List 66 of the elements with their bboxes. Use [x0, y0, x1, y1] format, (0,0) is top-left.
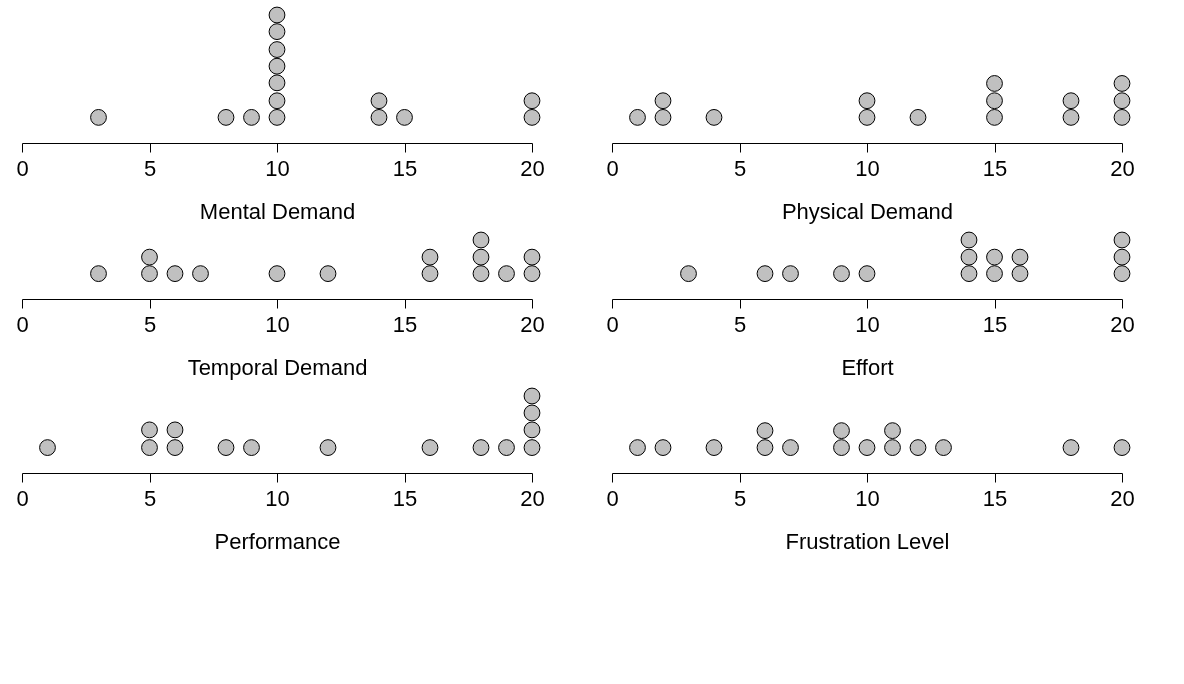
x-axis-title: Performance: [214, 528, 341, 554]
point: [523, 92, 541, 110]
point: [523, 109, 541, 126]
point: [166, 439, 184, 456]
x-tick-label: 5: [733, 311, 747, 337]
point: [523, 421, 541, 439]
point: [498, 439, 515, 456]
x-axis-title: Frustration Level: [785, 528, 950, 554]
point: [141, 439, 158, 456]
point: [370, 109, 388, 126]
x-tick-label: 15: [392, 311, 418, 337]
x-tick-label: 0: [606, 311, 619, 337]
x-tick-label: 20: [1110, 485, 1135, 511]
x-tick-label: 5: [733, 155, 747, 181]
x-tick-label: 5: [143, 485, 157, 511]
x-tick-label: 20: [520, 311, 545, 337]
x-tick-label: 0: [606, 155, 619, 181]
x-tick-label: 15: [392, 155, 418, 181]
x-tick-label: 5: [143, 311, 157, 337]
point: [396, 109, 413, 126]
point: [523, 404, 541, 422]
x-tick-label: 20: [1110, 311, 1135, 337]
point: [141, 421, 158, 439]
point: [39, 439, 56, 456]
x-tick-label: 10: [265, 155, 290, 181]
x-tick-label: 0: [16, 485, 29, 511]
x-tick-label: 10: [855, 311, 880, 337]
point: [268, 92, 286, 110]
x-tick-label: 5: [143, 155, 157, 181]
x-tick-label: 15: [982, 155, 1008, 181]
point: [523, 387, 541, 405]
point: [217, 439, 235, 456]
point: [472, 439, 490, 456]
x-axis-title: Mental Demand: [199, 198, 356, 224]
point: [268, 109, 286, 126]
x-axis-title: Temporal Demand: [187, 354, 368, 380]
x-tick-label: 0: [16, 311, 29, 337]
x-tick-label: 10: [855, 155, 880, 181]
x-tick-label: 10: [265, 311, 290, 337]
point: [166, 421, 184, 439]
x-axis-title: Effort: [841, 354, 894, 380]
point: [268, 23, 286, 41]
x-tick-label: 20: [520, 485, 545, 511]
x-tick-label: 0: [16, 155, 29, 181]
point: [421, 439, 439, 456]
x-tick-label: 15: [982, 485, 1008, 511]
point: [268, 74, 286, 92]
point: [523, 439, 541, 456]
x-tick-label: 15: [982, 311, 1008, 337]
x-tick-label: 0: [606, 485, 619, 511]
point: [243, 109, 260, 126]
point: [217, 109, 235, 126]
x-tick-label: 20: [1110, 155, 1135, 181]
point: [268, 41, 286, 58]
x-tick-label: 10: [265, 485, 290, 511]
point: [370, 92, 388, 110]
x-tick-label: 10: [855, 485, 880, 511]
point: [319, 439, 337, 456]
x-tick-label: 20: [520, 155, 545, 181]
x-axis-title: Physical Demand: [781, 198, 954, 224]
point: [268, 57, 286, 75]
point: [243, 439, 260, 456]
x-tick-label: 5: [733, 485, 747, 511]
point: [268, 6, 286, 24]
x-tick-label: 15: [392, 485, 418, 511]
point: [90, 109, 107, 126]
